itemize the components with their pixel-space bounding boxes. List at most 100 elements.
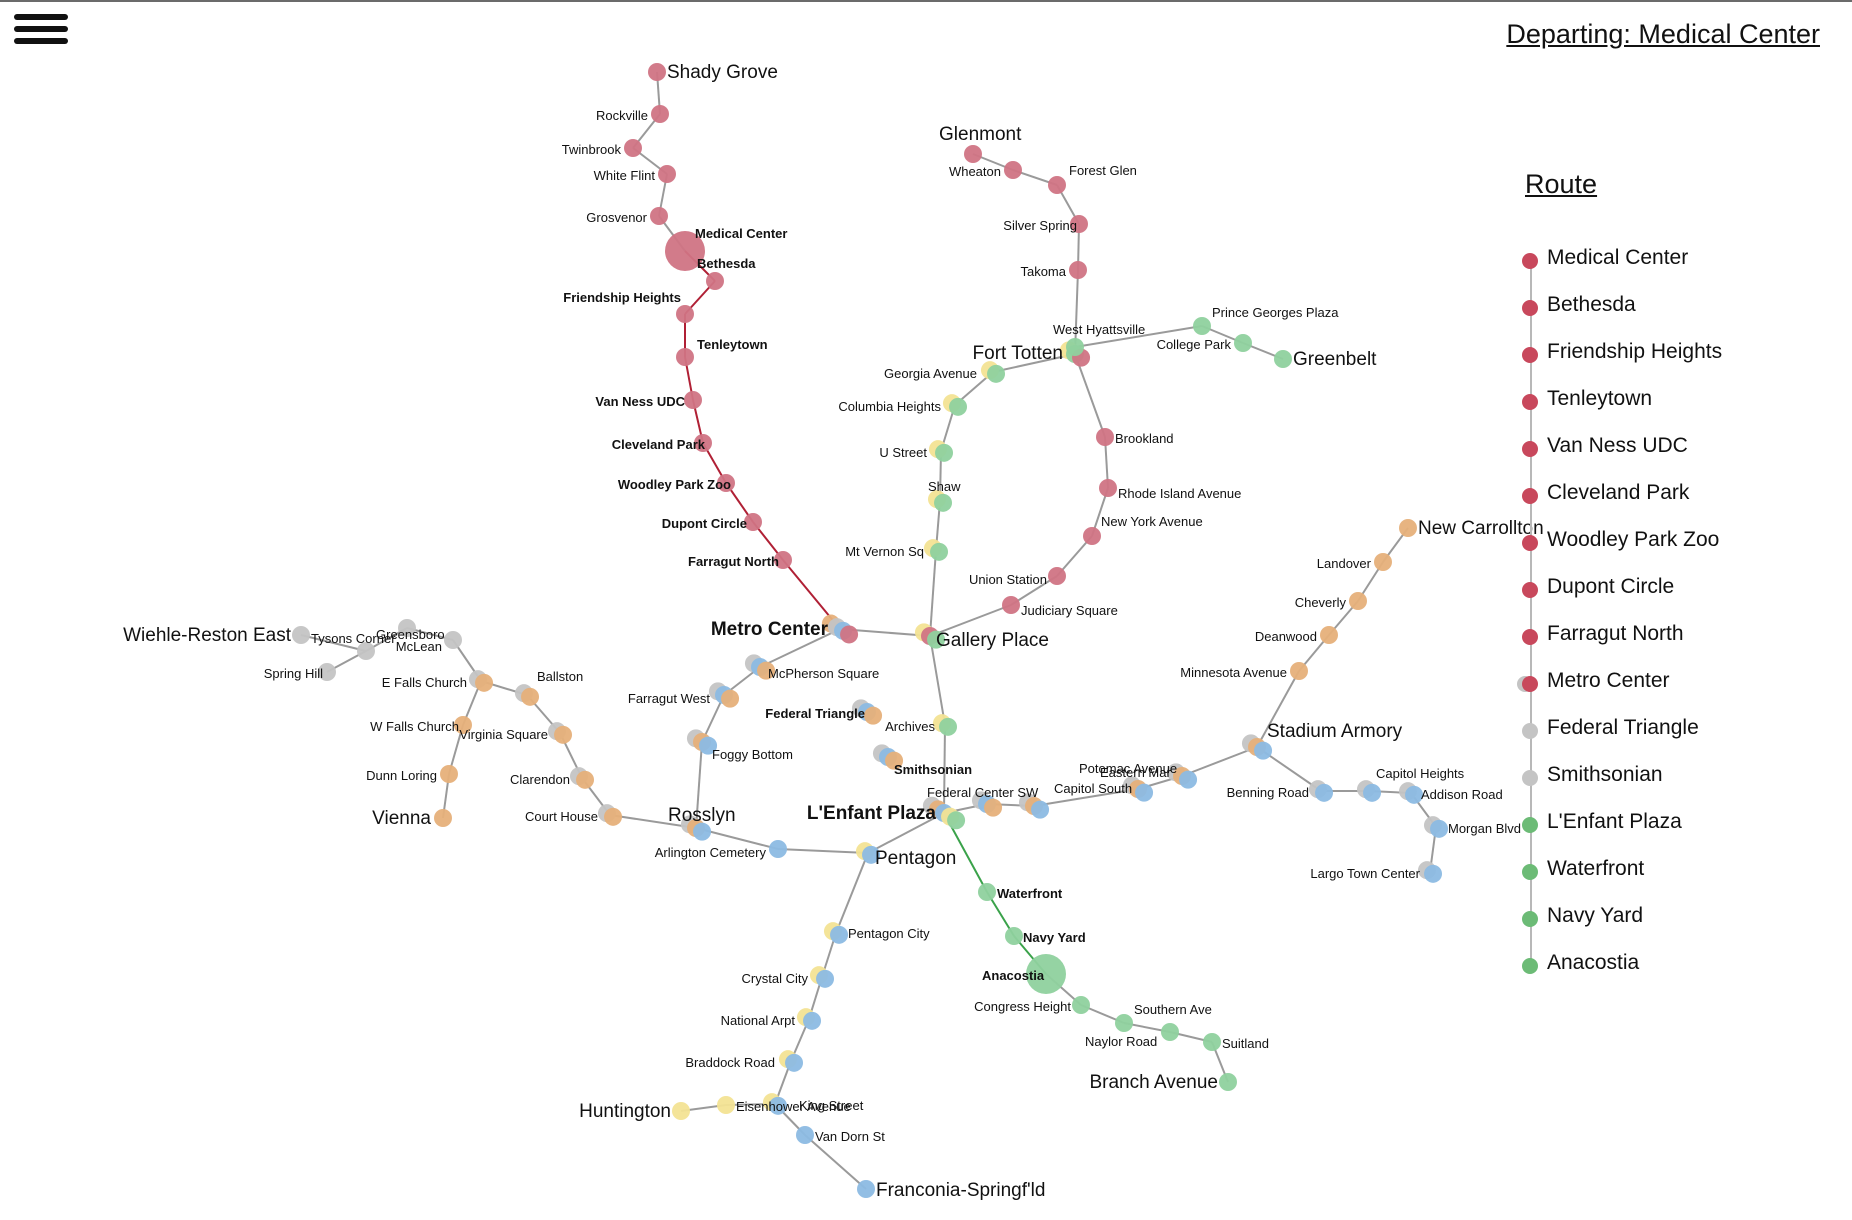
- station-marker-e-falls-church[interactable]: [475, 673, 494, 692]
- station-label-anacostia[interactable]: Anacostia: [982, 968, 1045, 983]
- station-marker-federal-center-sw[interactable]: [984, 798, 1003, 817]
- station-label-dupont-circle[interactable]: Dupont Circle: [662, 516, 747, 531]
- station-label-court-house[interactable]: Court House: [525, 809, 598, 824]
- station-marker-anacostia[interactable]: [1026, 954, 1066, 994]
- station-marker-capitol-south[interactable]: [1031, 800, 1050, 819]
- station-label-pentagon[interactable]: Pentagon: [875, 848, 956, 869]
- station-label-braddock-road[interactable]: Braddock Road: [685, 1055, 775, 1070]
- station-marker-vienna[interactable]: [434, 809, 452, 827]
- station-marker-u-street[interactable]: [935, 443, 954, 462]
- station-label-friendship-heights[interactable]: Friendship Heights: [563, 290, 681, 305]
- station-label-minnesota-ave[interactable]: Minnesota Avenue: [1180, 665, 1287, 680]
- station-label-shady-grove[interactable]: Shady Grove: [667, 62, 778, 83]
- station-marker-metro-center[interactable]: [840, 625, 859, 644]
- station-label-southern-ave[interactable]: Southern Ave: [1134, 1002, 1212, 1017]
- station-marker-pentagon[interactable]: [862, 845, 881, 864]
- station-marker-friendship-heights[interactable]: [676, 305, 694, 323]
- station-marker-rosslyn[interactable]: [693, 822, 712, 841]
- station-marker-west-hyattsville[interactable]: [1066, 338, 1084, 356]
- station-label-greenbelt[interactable]: Greenbelt: [1293, 349, 1377, 370]
- station-label-federal-center-sw[interactable]: Federal Center SW: [927, 785, 1039, 800]
- station-label-bethesda[interactable]: Bethesda: [697, 256, 756, 271]
- station-marker-eisenhower[interactable]: [717, 1096, 735, 1114]
- station-label-w-falls-church[interactable]: W Falls Church: [370, 719, 459, 734]
- station-marker-court-house[interactable]: [604, 807, 623, 826]
- station-label-wiehle[interactable]: Wiehle-Reston East: [123, 625, 292, 646]
- station-label-rosslyn[interactable]: Rosslyn: [668, 805, 736, 826]
- route-item[interactable]: Bethesda: [1520, 293, 1820, 340]
- station-label-white-flint[interactable]: White Flint: [594, 168, 656, 183]
- station-label-addison-road[interactable]: Addison Road: [1421, 787, 1503, 802]
- station-label-forest-glen[interactable]: Forest Glen: [1069, 163, 1137, 178]
- station-label-u-street[interactable]: U Street: [879, 445, 927, 460]
- station-marker-benning-road[interactable]: [1315, 783, 1334, 802]
- station-label-potomac-ave[interactable]: Potomac Avenue: [1079, 761, 1177, 776]
- station-marker-mcpherson-sq[interactable]: [757, 661, 776, 680]
- station-label-van-dorn[interactable]: Van Dorn St: [815, 1129, 885, 1144]
- station-marker-morgan-blvd[interactable]: [1430, 819, 1449, 838]
- station-marker-dunn-loring[interactable]: [440, 765, 458, 783]
- station-marker-van-ness[interactable]: [684, 391, 702, 409]
- route-item[interactable]: Smithsonian: [1520, 763, 1820, 810]
- station-marker-new-carrollton[interactable]: [1399, 519, 1417, 537]
- station-marker-rhode-island[interactable]: [1099, 479, 1117, 497]
- station-marker-silver-spring[interactable]: [1070, 215, 1088, 233]
- station-marker-eastern-market[interactable]: [1135, 783, 1154, 802]
- station-label-ballston[interactable]: Ballston: [537, 669, 583, 684]
- station-label-union-station[interactable]: Union Station: [969, 572, 1047, 587]
- station-marker-farragut-west[interactable]: [721, 689, 740, 708]
- station-marker-takoma[interactable]: [1069, 261, 1087, 279]
- station-label-mcpherson-sq[interactable]: McPherson Square: [768, 666, 879, 681]
- station-label-rhode-island[interactable]: Rhode Island Avenue: [1118, 486, 1241, 501]
- station-marker-congress-heights[interactable]: [1072, 996, 1090, 1014]
- station-marker-braddock-road[interactable]: [785, 1053, 804, 1072]
- station-label-greensboro[interactable]: Greensboro: [376, 627, 445, 642]
- route-item[interactable]: Metro Center: [1517, 669, 1820, 716]
- station-marker-greenbelt[interactable]: [1274, 350, 1292, 368]
- station-marker-national-arpt[interactable]: [803, 1011, 822, 1030]
- route-item[interactable]: Anacostia: [1520, 951, 1820, 998]
- station-label-navy-yard[interactable]: Navy Yard: [1023, 930, 1086, 945]
- station-label-foggy-bottom[interactable]: Foggy Bottom: [712, 747, 793, 762]
- station-label-archives[interactable]: Archives: [885, 719, 935, 734]
- station-label-spring-hill[interactable]: Spring Hill: [264, 666, 323, 681]
- station-marker-addison-road[interactable]: [1405, 785, 1424, 804]
- station-marker-cleveland-park[interactable]: [694, 434, 712, 452]
- station-marker-mclean[interactable]: [444, 631, 462, 649]
- station-label-medical-center[interactable]: Medical Center: [695, 226, 787, 241]
- station-marker-tysons-corner[interactable]: [357, 642, 375, 660]
- station-label-rockville[interactable]: Rockville: [596, 108, 648, 123]
- station-label-suitland[interactable]: Suitland: [1222, 1036, 1269, 1051]
- station-label-mt-vernon[interactable]: Mt Vernon Sq: [845, 544, 924, 559]
- station-marker-pentagon-city[interactable]: [830, 925, 849, 944]
- station-marker-federal-triangle[interactable]: [864, 706, 883, 725]
- station-marker-deanwood[interactable]: [1320, 626, 1338, 644]
- route-item[interactable]: Friendship Heights: [1520, 340, 1820, 387]
- station-label-wheaton[interactable]: Wheaton: [949, 164, 1001, 179]
- station-label-new-carrollton[interactable]: New Carrollton: [1418, 518, 1544, 539]
- departing-header[interactable]: Departing: Medical Center: [1506, 19, 1820, 49]
- station-marker-stadium-armory[interactable]: [1254, 741, 1273, 760]
- station-marker-navy-yard[interactable]: [1005, 927, 1023, 945]
- station-label-brookland[interactable]: Brookland: [1115, 431, 1174, 446]
- station-label-metro-center[interactable]: Metro Center: [711, 619, 829, 640]
- station-label-prince-georges[interactable]: Prince Georges Plaza: [1212, 305, 1339, 320]
- station-marker-arlington-cemetery[interactable]: [769, 840, 787, 858]
- station-label-west-hyattsville[interactable]: West Hyattsville: [1053, 322, 1145, 337]
- station-marker-franconia[interactable]: [857, 1180, 875, 1198]
- station-label-smithsonian[interactable]: Smithsonian: [894, 762, 972, 777]
- station-label-shaw[interactable]: Shaw: [928, 479, 961, 494]
- station-label-silver-spring[interactable]: Silver Spring: [1003, 218, 1077, 233]
- station-label-gallery-place[interactable]: Gallery Place: [936, 630, 1049, 651]
- station-label-capitol-heights[interactable]: Capitol Heights: [1376, 766, 1465, 781]
- station-marker-farragut-north[interactable]: [774, 551, 792, 569]
- station-label-judiciary-square[interactable]: Judiciary Square: [1021, 603, 1118, 618]
- route-item[interactable]: L'Enfant Plaza: [1520, 810, 1820, 857]
- station-marker-prince-georges[interactable]: [1193, 317, 1211, 335]
- station-marker-grosvenor[interactable]: [650, 207, 668, 225]
- station-label-cleveland-park[interactable]: Cleveland Park: [612, 437, 706, 452]
- station-label-arlington-cemetery[interactable]: Arlington Cemetery: [655, 845, 767, 860]
- station-label-clarendon[interactable]: Clarendon: [510, 772, 570, 787]
- station-marker-virginia-sq[interactable]: [554, 725, 573, 744]
- station-marker-ballston[interactable]: [521, 687, 540, 706]
